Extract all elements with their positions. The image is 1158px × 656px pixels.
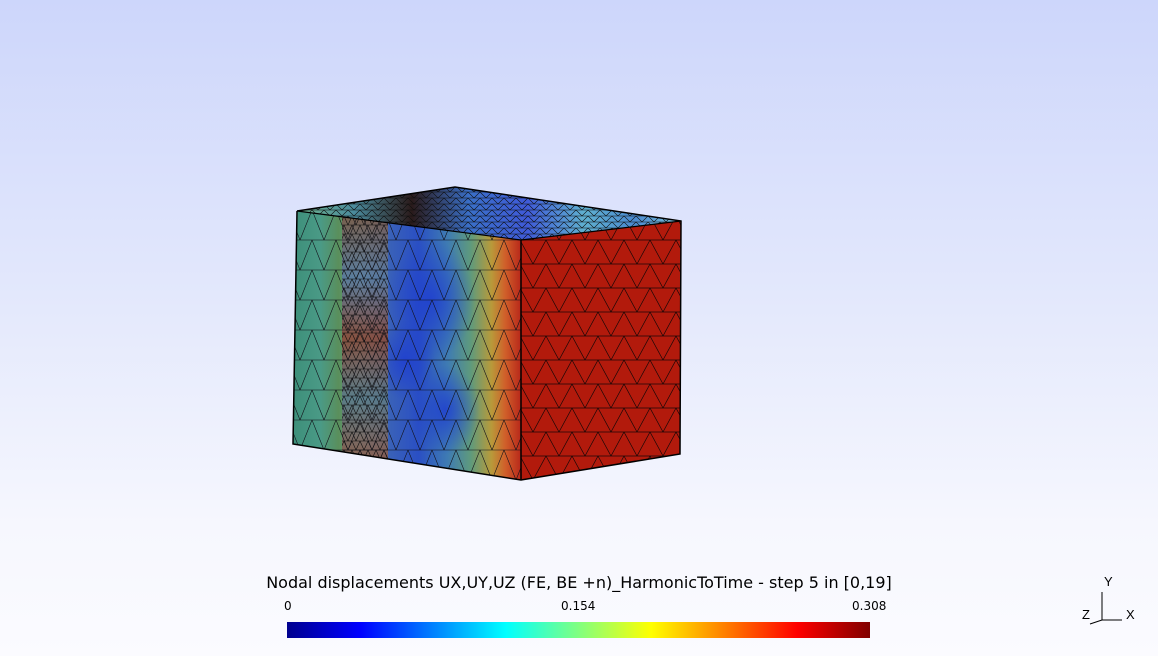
colorbar — [287, 622, 870, 638]
legend-title: Nodal displacements UX,UY,UZ (FE, BE +n)… — [266, 573, 892, 592]
colorbar-min-label: 0 — [284, 599, 292, 613]
mesh-top-face-lines — [297, 187, 681, 240]
colorbar-max-label: 0.308 — [852, 599, 887, 613]
axis-z-label: Z — [1082, 607, 1090, 622]
axis-x-label: X — [1126, 607, 1135, 622]
colorbar-mid-label: 0.154 — [561, 599, 596, 613]
orientation-axes-widget[interactable]: Y Z X — [1078, 572, 1140, 628]
axis-y-label: Y — [1104, 574, 1113, 589]
